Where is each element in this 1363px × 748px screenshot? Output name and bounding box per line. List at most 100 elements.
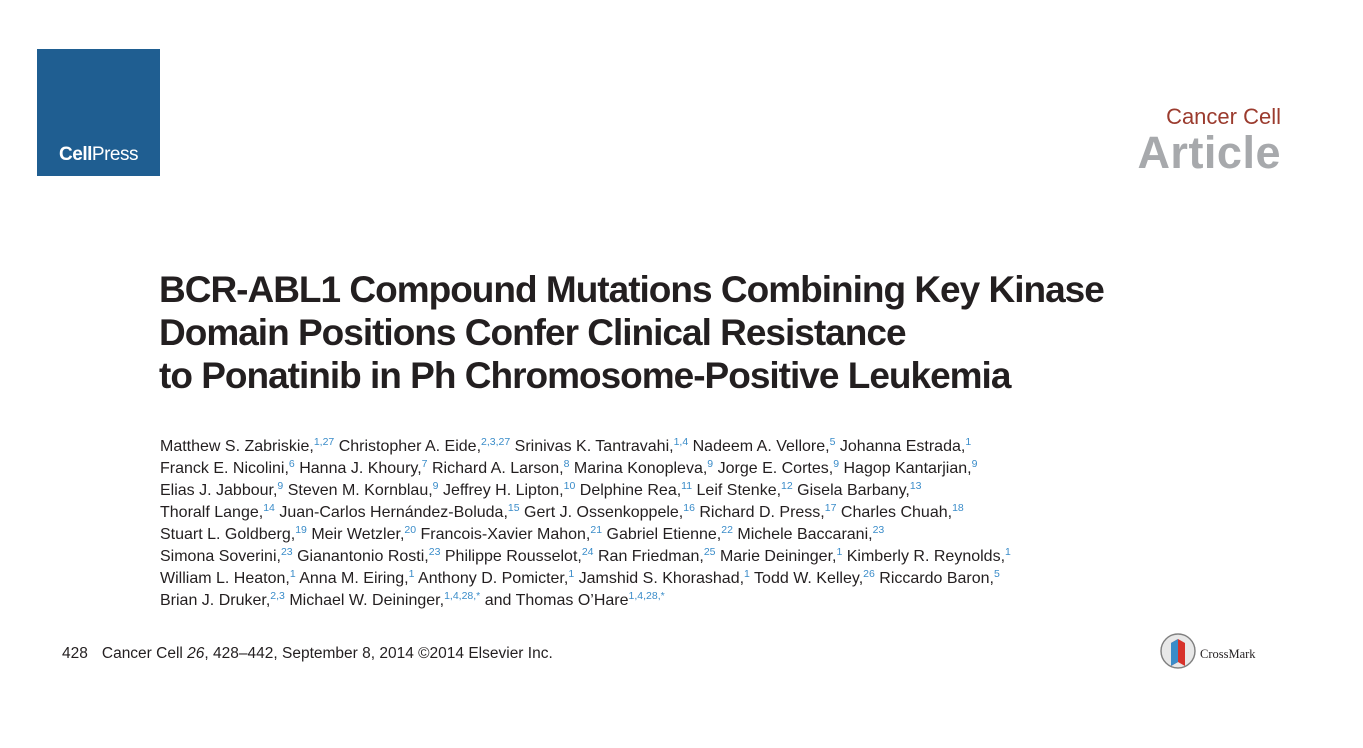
author-affiliation: 12	[781, 480, 793, 492]
author-name: Anna M. Eiring,	[299, 570, 409, 587]
author: Gabriel Etienne,22	[606, 525, 733, 543]
author-line: Stuart L. Goldberg,19 Meir Wetzler,20 Fr…	[160, 524, 1300, 546]
author-affiliation: 1,27	[313, 436, 335, 448]
author: Michael W. Deininger,1,4,28,*	[289, 591, 480, 609]
author: Srinivas K. Tantravahi,1,4	[514, 437, 689, 455]
cellpress-logo: CellPress	[37, 49, 160, 176]
author-name: Srinivas K. Tantravahi,	[514, 438, 674, 455]
author-affiliation: 25	[703, 546, 716, 558]
author-name: Francois-Xavier Mahon,	[420, 526, 591, 543]
author-affiliation: 17	[824, 502, 837, 514]
author-name: Michele Baccarani,	[737, 526, 873, 543]
title-line: Domain Positions Confer Clinical Resista…	[159, 312, 907, 353]
author-name: Elias J. Jabbour,	[160, 482, 278, 499]
author-name: Michael W. Deininger,	[289, 592, 445, 609]
author-affiliation: 11	[681, 480, 693, 492]
author: Jorge E. Cortes,9	[717, 458, 840, 477]
author-affiliation: 10	[563, 480, 576, 492]
author-line: Simona Soverini,23 Gianantonio Rosti,23 …	[160, 546, 1300, 568]
author: Charles Chuah,18	[840, 502, 964, 521]
author: William L. Heaton,1	[160, 568, 296, 587]
author: Christopher A. Eide,2,3,27	[338, 437, 511, 455]
author-affiliation: 1,4,28,*	[628, 590, 665, 602]
author-affiliation: 1	[1005, 546, 1011, 558]
author: Franck E. Nicolini,6	[160, 459, 295, 477]
author: Anthony D. Pomicter,1	[418, 568, 575, 587]
author-name: Philippe Rousselot,	[444, 548, 582, 565]
author-name: Jorge E. Cortes,	[717, 460, 834, 477]
author-affiliation: 9	[971, 458, 978, 470]
crossmark-badge[interactable]: CrossMark	[1159, 632, 1256, 674]
author: Anna M. Eiring,1	[299, 569, 414, 587]
author: Gisela Barbany,13	[797, 480, 922, 499]
author: Simona Soverini,23	[160, 547, 293, 565]
author-name: Todd W. Kelley,	[754, 570, 864, 587]
author-name: Gabriel Etienne,	[606, 526, 722, 543]
author: Gert J. Ossenkoppele,16	[524, 502, 695, 521]
author: Hagop Kantarjian,9	[843, 458, 978, 477]
author-affiliation: 19	[295, 524, 307, 536]
author-affiliation: 1	[744, 568, 750, 580]
author-name: Anthony D. Pomicter,	[418, 570, 569, 587]
author: Elias J. Jabbour,9	[160, 481, 283, 499]
author-affiliation: 24	[581, 546, 594, 558]
author: Thoralf Lange,14	[160, 503, 275, 521]
title-line: to Ponatinib in Ph Chromosome-Positive L…	[159, 355, 1011, 396]
logo-press-word: Press	[91, 144, 139, 165]
author-name: Gert J. Ossenkoppele,	[524, 504, 684, 521]
author: Ran Friedman,25	[598, 546, 716, 565]
author: Riccardo Baron,5	[879, 569, 1000, 587]
author-name: Marie Deininger,	[719, 548, 837, 565]
author-affiliation: 8	[563, 458, 570, 470]
author-name: Johanna Estrada,	[839, 438, 966, 455]
author-affiliation: 26	[863, 568, 875, 580]
author-affiliation: 21	[590, 524, 603, 536]
author-affiliation: 16	[683, 502, 695, 514]
author-list: Matthew S. Zabriskie,1,27 Christopher A.…	[160, 436, 1300, 612]
author-name: Jamshid S. Khorashad,	[578, 570, 745, 587]
citation-footer: 428 Cancer Cell 26, 428–442, September 8,…	[62, 645, 553, 663]
author: Delphine Rea,11	[580, 480, 693, 499]
journal-name: Cancer Cell	[1166, 104, 1281, 129]
cellpress-logo-text: CellPress	[37, 144, 160, 166]
logo-cell-word: Cell	[59, 144, 92, 165]
author: Brian J. Druker,2,3	[160, 591, 285, 609]
article-title: BCR-ABL1 Compound Mutations Combining Ke…	[159, 268, 1309, 397]
crossmark-icon	[1160, 633, 1196, 669]
author-name: Christopher A. Eide,	[338, 438, 482, 455]
author-name: Charles Chuah,	[840, 504, 953, 521]
author: Marina Konopleva,9	[574, 459, 713, 477]
author-affiliation: 7	[421, 458, 428, 470]
author-affiliation: 1	[568, 568, 575, 580]
author: Stuart L. Goldberg,19	[160, 524, 307, 543]
author: Nadeem A. Vellore,5	[693, 437, 836, 455]
author-affiliation: 1	[965, 436, 972, 448]
author-name: Brian J. Druker,	[160, 592, 271, 609]
author-affiliation: 18	[952, 502, 964, 514]
author: Meir Wetzler,20	[311, 525, 416, 543]
crossmark-label: CrossMark	[1200, 646, 1256, 661]
author-name: Richard D. Press,	[699, 504, 825, 521]
author-name: and Thomas O’Hare	[484, 592, 629, 609]
author: and Thomas O’Hare1,4,28,*	[484, 590, 665, 609]
author-affiliation: 15	[507, 502, 520, 514]
author-affiliation: 9	[833, 458, 840, 470]
author-affiliation: 23	[428, 546, 441, 558]
author: Steven M. Kornblau,9	[287, 481, 439, 499]
author-affiliation: 1	[836, 546, 843, 558]
author-affiliation: 23	[872, 524, 885, 536]
author-affiliation: 1	[289, 568, 296, 580]
author-line: Elias J. Jabbour,9 Steven M. Kornblau,9 …	[160, 480, 1300, 502]
footer-journal: Cancer Cell	[101, 645, 183, 662]
author-name: Hanna J. Khoury,	[299, 460, 422, 477]
article-type-label: Article	[1137, 127, 1281, 178]
author-name: Steven M. Kornblau,	[287, 482, 433, 499]
author-name: Hagop Kantarjian,	[843, 460, 972, 477]
footer-volume: 26	[187, 645, 205, 662]
author-affiliation: 13	[909, 480, 922, 492]
author-name: Richard A. Larson,	[431, 460, 564, 477]
author: Jeffrey H. Lipton,10	[443, 480, 576, 499]
author-name: Juan-Carlos Hernández-Boluda,	[279, 504, 508, 521]
author-name: William L. Heaton,	[160, 570, 290, 587]
author-line: Matthew S. Zabriskie,1,27 Christopher A.…	[160, 436, 1300, 458]
